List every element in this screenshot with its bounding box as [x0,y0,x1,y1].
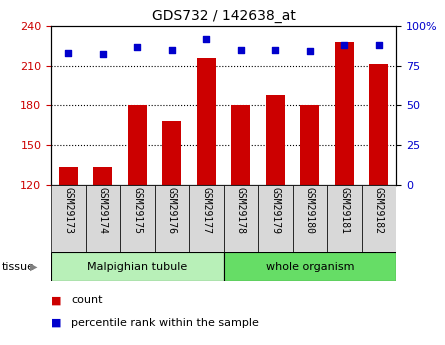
Text: GSM29174: GSM29174 [98,187,108,234]
FancyBboxPatch shape [86,185,120,252]
Text: tissue: tissue [2,262,35,272]
Point [134,44,141,49]
Text: GSM29176: GSM29176 [167,187,177,234]
Bar [224,252,396,281]
FancyBboxPatch shape [327,185,362,252]
Bar [369,64,388,185]
Text: count: count [71,295,103,305]
FancyBboxPatch shape [189,185,224,252]
Bar [162,121,182,185]
Text: ■: ■ [51,318,62,327]
Text: GSM29179: GSM29179 [271,187,280,234]
Bar [128,105,147,185]
Text: whole organism: whole organism [266,262,354,272]
Text: GSM29173: GSM29173 [64,187,73,234]
Text: GSM29177: GSM29177 [202,187,211,234]
FancyBboxPatch shape [258,185,293,252]
FancyBboxPatch shape [155,185,189,252]
Text: ■: ■ [51,295,62,305]
Bar [300,105,320,185]
Point [272,47,279,52]
Point [237,47,244,52]
Point [99,52,106,57]
FancyBboxPatch shape [224,185,258,252]
FancyBboxPatch shape [293,185,327,252]
Bar [59,167,78,185]
Bar [266,95,285,185]
FancyBboxPatch shape [362,185,396,252]
Text: GSM29180: GSM29180 [305,187,315,234]
Point [203,36,210,41]
Point [306,49,313,54]
Bar [335,42,354,185]
Bar [231,105,251,185]
Text: Malpighian tubule: Malpighian tubule [87,262,187,272]
Bar [93,167,113,185]
Bar [51,252,224,281]
FancyBboxPatch shape [120,185,155,252]
Point [375,42,382,48]
Text: GSM29178: GSM29178 [236,187,246,234]
Text: GSM29182: GSM29182 [374,187,384,234]
Title: GDS732 / 142638_at: GDS732 / 142638_at [152,9,295,23]
Text: percentile rank within the sample: percentile rank within the sample [71,318,259,327]
FancyBboxPatch shape [51,185,86,252]
Text: ▶: ▶ [30,262,38,272]
Point [65,50,72,56]
Bar [197,58,216,185]
Text: GSM29175: GSM29175 [133,187,142,234]
Text: GSM29181: GSM29181 [340,187,349,234]
Point [168,47,175,52]
Point [341,42,348,48]
